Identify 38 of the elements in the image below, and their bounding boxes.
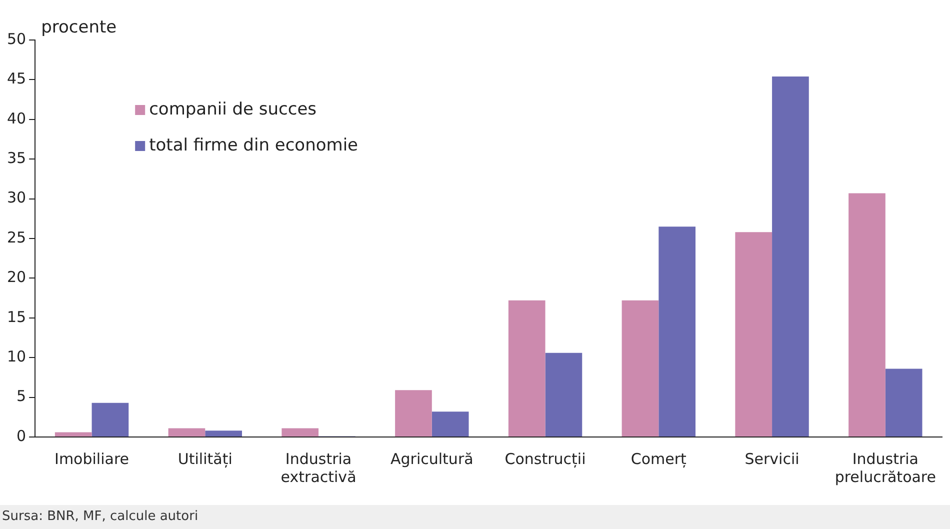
bar xyxy=(282,428,319,436)
bar xyxy=(205,430,242,436)
y-tick-label: 50 xyxy=(6,30,26,48)
y-tick-label: 45 xyxy=(6,70,26,88)
bar xyxy=(848,193,886,436)
y-tick-label: 25 xyxy=(6,228,26,246)
bar xyxy=(395,390,432,436)
y-tick-label: 30 xyxy=(6,188,26,207)
y-axis-title: procente xyxy=(41,17,117,38)
bar xyxy=(508,300,546,436)
text: Sursa: BNR, MF, calcule autori xyxy=(1,508,200,524)
bar xyxy=(658,226,696,436)
bar xyxy=(545,352,582,436)
legend-label: total firme din economie xyxy=(149,135,358,156)
y-tick-label: 0 xyxy=(16,426,26,445)
y-tick-label: 20 xyxy=(6,268,26,286)
x-tick-label: Utilități xyxy=(178,450,232,468)
y-tick-label: 15 xyxy=(6,308,26,326)
bar xyxy=(885,368,922,436)
bar xyxy=(92,402,129,436)
bar xyxy=(168,428,206,436)
legend-label: companii de succes xyxy=(149,99,317,120)
x-tick-label: Agricultură xyxy=(390,450,474,468)
bar xyxy=(432,412,469,436)
bar xyxy=(772,76,809,436)
x-tick-label: Industria prelucrătoare xyxy=(834,450,936,486)
y-tick-label: 35 xyxy=(6,148,26,167)
y-tick-label: 5 xyxy=(16,387,26,406)
bar xyxy=(622,300,659,436)
x-tick-label: Comerț xyxy=(630,450,687,468)
y-tick-label: 40 xyxy=(6,109,26,128)
bar xyxy=(735,232,772,436)
x-tick-label: Imobiliare xyxy=(54,450,130,468)
bar xyxy=(54,432,92,436)
x-tick-label: Industria extractivă xyxy=(280,450,356,486)
y-tick-label: 10 xyxy=(6,347,26,366)
x-tick-label: Construcții xyxy=(504,450,586,468)
x-tick-label: Servicii xyxy=(744,450,800,468)
